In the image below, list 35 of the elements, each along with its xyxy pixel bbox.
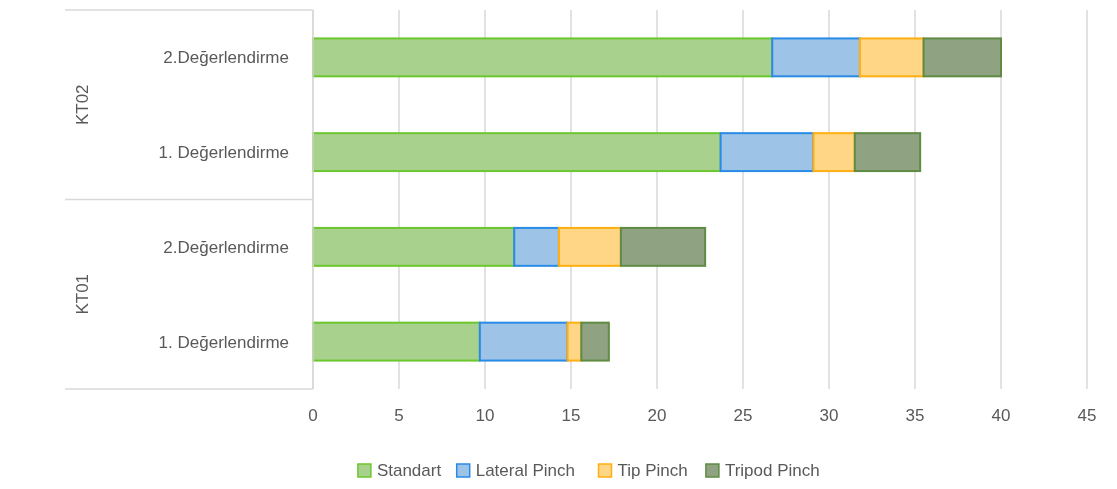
x-tick-label: 15: [561, 406, 581, 425]
legend-label: Lateral Pinch: [475, 461, 575, 480]
bar: [478, 321, 569, 362]
bar: [557, 226, 622, 267]
text: KT01: [73, 273, 92, 315]
bar: [853, 132, 922, 173]
bar: [858, 37, 925, 78]
bar: [580, 321, 610, 362]
y-tick-label: 2.Değerlendirme: [163, 237, 289, 257]
x-tick-label: 25: [733, 406, 753, 425]
bar: [771, 37, 861, 78]
bar: [312, 226, 516, 267]
y-tick-label: 1. Değerlendirme: [158, 143, 289, 163]
legend-label: Standart: [376, 461, 442, 480]
legend-label: Tripod Pinch: [724, 461, 820, 480]
y-tick-label: 2.Değerlendirme: [163, 48, 289, 68]
x-tick-label: 20: [647, 406, 667, 425]
bar: [312, 37, 774, 78]
bar: [719, 132, 815, 173]
y-tick-label: 1. Değerlendirme: [158, 332, 289, 352]
bar: [922, 37, 1002, 78]
bar: [513, 226, 560, 267]
x-tick-label: 10: [475, 406, 495, 425]
bar: [312, 132, 722, 173]
bar: [812, 132, 856, 173]
x-tick-label: 30: [819, 406, 839, 425]
bar: [619, 226, 707, 267]
x-tick-label: 5: [394, 406, 404, 425]
x-tick-label: 35: [905, 406, 925, 425]
x-tick-label: 45: [1077, 406, 1097, 425]
legend-label: Tip Pinch: [617, 461, 688, 480]
x-tick-label: 40: [991, 406, 1011, 425]
bar: [312, 321, 481, 362]
text: KT02: [73, 84, 92, 126]
x-tick-label: 0: [308, 406, 318, 425]
